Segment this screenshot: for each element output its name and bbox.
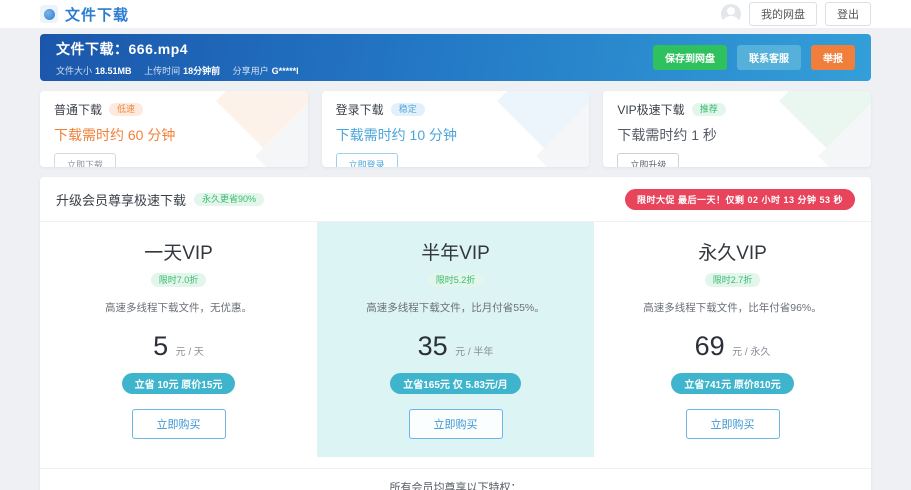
my-drive-button[interactable]: 我的网盘 <box>749 2 817 26</box>
download-now-button[interactable]: 立即下载 <box>54 153 117 167</box>
file-info: 文件下载：666.mp4 文件大小 18.51MB 上传时间 18分钟前 分享用户 G… <box>56 39 299 77</box>
speed-badge: 稳定 <box>390 103 425 116</box>
plan-price: 69 元 / 永久 <box>606 331 859 362</box>
upload-time-value: 18分钟前 <box>183 65 221 76</box>
member-perks: 所有会员均尊享以下特权： ✔ VIP极速下载通道 ✔ 多文件同时下载 ✔ 去除弹… <box>40 469 871 490</box>
file-banner: 文件下载：666.mp4 文件大小 18.51MB 上传时间 18分钟前 分享用户 G… <box>40 34 871 81</box>
file-size-label: 文件大小 <box>56 65 93 76</box>
share-user-label: 分享用户 <box>232 65 269 76</box>
contact-support-button[interactable]: 联系客服 <box>737 45 801 70</box>
upgrade-now-button[interactable]: 立即升级 <box>617 153 680 167</box>
divider <box>40 221 871 222</box>
brand: 文件下载 <box>40 4 129 25</box>
price-value: 69 <box>694 331 725 361</box>
price-unit: 元 / 半年 <box>455 347 494 358</box>
savings-badge: 立省741元 原价810元 <box>671 373 794 394</box>
download-eta: 下载需时约 10 分钟 <box>335 127 458 143</box>
vip-pricing-panel: 升级会员尊享极速下载 永久更省90% 限时大促 最后一天！仅剩 02 小时 13… <box>40 177 871 490</box>
download-options: 普通下载 低速 下载需时约 60 分钟 立即下载 登录下载 稳定 下载需时约 1… <box>40 91 872 167</box>
savings-badge: 立省165元 仅 5.83元/月 <box>390 373 521 394</box>
price-value: 5 <box>153 331 169 361</box>
plan-price: 35 元 / 半年 <box>329 331 582 362</box>
plan-name: 半年VIP <box>421 243 490 264</box>
plan-description: 高速多线程下载文件，无优惠。 <box>105 302 252 314</box>
file-title: 文件下载：666.mp4 <box>56 40 189 57</box>
buy-now-button[interactable]: 立即购买 <box>131 409 226 439</box>
divider <box>40 468 871 469</box>
logout-button[interactable]: 登出 <box>825 2 871 26</box>
file-meta: 文件大小 18.51MB 上传时间 18分钟前 分享用户 G*****l <box>56 64 299 77</box>
vip-plans: 一天VIP 限时7.0折 高速多线程下载文件，无优惠。 5 元 / 天 立省 1… <box>40 222 871 457</box>
price-unit: 元 / 天 <box>175 347 204 358</box>
promo-countdown-badge: 限时大促 最后一天！仅剩 02 小时 13 分钟 53 秒 <box>624 189 855 210</box>
plan-description: 高速多线程下载文件，比年付省96%。 <box>643 302 822 314</box>
card-title: 登录下载 <box>335 103 384 117</box>
speed-badge: 推荐 <box>691 103 726 116</box>
savings-badge: 立省 10元 原价15元 <box>121 373 236 394</box>
perks-title: 所有会员均尊享以下特权： <box>389 482 522 490</box>
discount-badge: 限时2.7折 <box>704 273 761 287</box>
upload-time-label: 上传时间 <box>144 65 181 76</box>
plan-one-day-vip: 一天VIP 限时7.0折 高速多线程下载文件，无优惠。 5 元 / 天 立省 1… <box>40 222 317 457</box>
plan-half-year-vip: 半年VIP 限时5.2折 高速多线程下载文件，比月付省55%。 35 元 / 半… <box>317 222 594 457</box>
plan-price: 5 元 / 天 <box>52 331 305 362</box>
vip-download-card: VIP极速下载 推荐 下载需时约 1 秒 立即升级 <box>603 91 872 167</box>
plan-name: 永久VIP <box>698 243 767 264</box>
app-logo-icon <box>40 5 58 23</box>
plan-description: 高速多线程下载文件，比月付省55%。 <box>366 302 545 314</box>
download-eta: 下载需时约 60 分钟 <box>54 127 176 143</box>
user-avatar[interactable] <box>721 4 741 24</box>
buy-now-button[interactable]: 立即购买 <box>685 409 780 439</box>
login-now-button[interactable]: 立即登录 <box>335 153 398 167</box>
save-to-drive-button[interactable]: 保存到网盘 <box>653 45 727 70</box>
plan-name: 一天VIP <box>144 243 213 264</box>
card-title: VIP极速下载 <box>617 103 685 117</box>
buy-now-button[interactable]: 立即购买 <box>408 409 503 439</box>
discount-badge: 限时5.2折 <box>427 273 484 287</box>
app-title: 文件下载 <box>65 6 130 24</box>
file-size-value: 18.51MB <box>95 65 132 76</box>
price-value: 35 <box>417 331 448 361</box>
top-header: 文件下载 我的网盘 登出 <box>0 0 911 28</box>
price-unit: 元 / 永久 <box>732 347 771 358</box>
share-user-value: G*****l <box>271 65 299 76</box>
discount-badge: 限时7.0折 <box>150 273 207 287</box>
download-eta: 下载需时约 1 秒 <box>617 127 717 143</box>
vip-section-title: 升级会员尊享极速下载 <box>56 193 187 208</box>
normal-download-card: 普通下载 低速 下载需时约 60 分钟 立即下载 <box>40 91 308 167</box>
card-title: 普通下载 <box>54 103 103 117</box>
permanent-savings-badge: 永久更省90% <box>194 193 265 206</box>
report-button[interactable]: 举报 <box>811 45 855 70</box>
login-download-card: 登录下载 稳定 下载需时约 10 分钟 立即登录 <box>321 91 590 167</box>
plan-permanent-vip: 永久VIP 限时2.7折 高速多线程下载文件，比年付省96%。 69 元 / 永… <box>594 222 871 457</box>
speed-badge: 低速 <box>109 103 144 116</box>
